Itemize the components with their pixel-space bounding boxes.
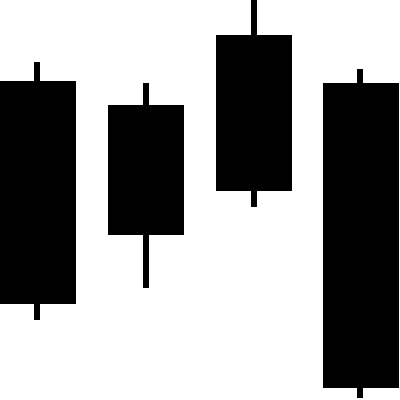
candle-body [108,105,184,235]
candle-body [216,35,292,191]
candle-body [323,83,399,388]
candle-body [0,81,76,304]
